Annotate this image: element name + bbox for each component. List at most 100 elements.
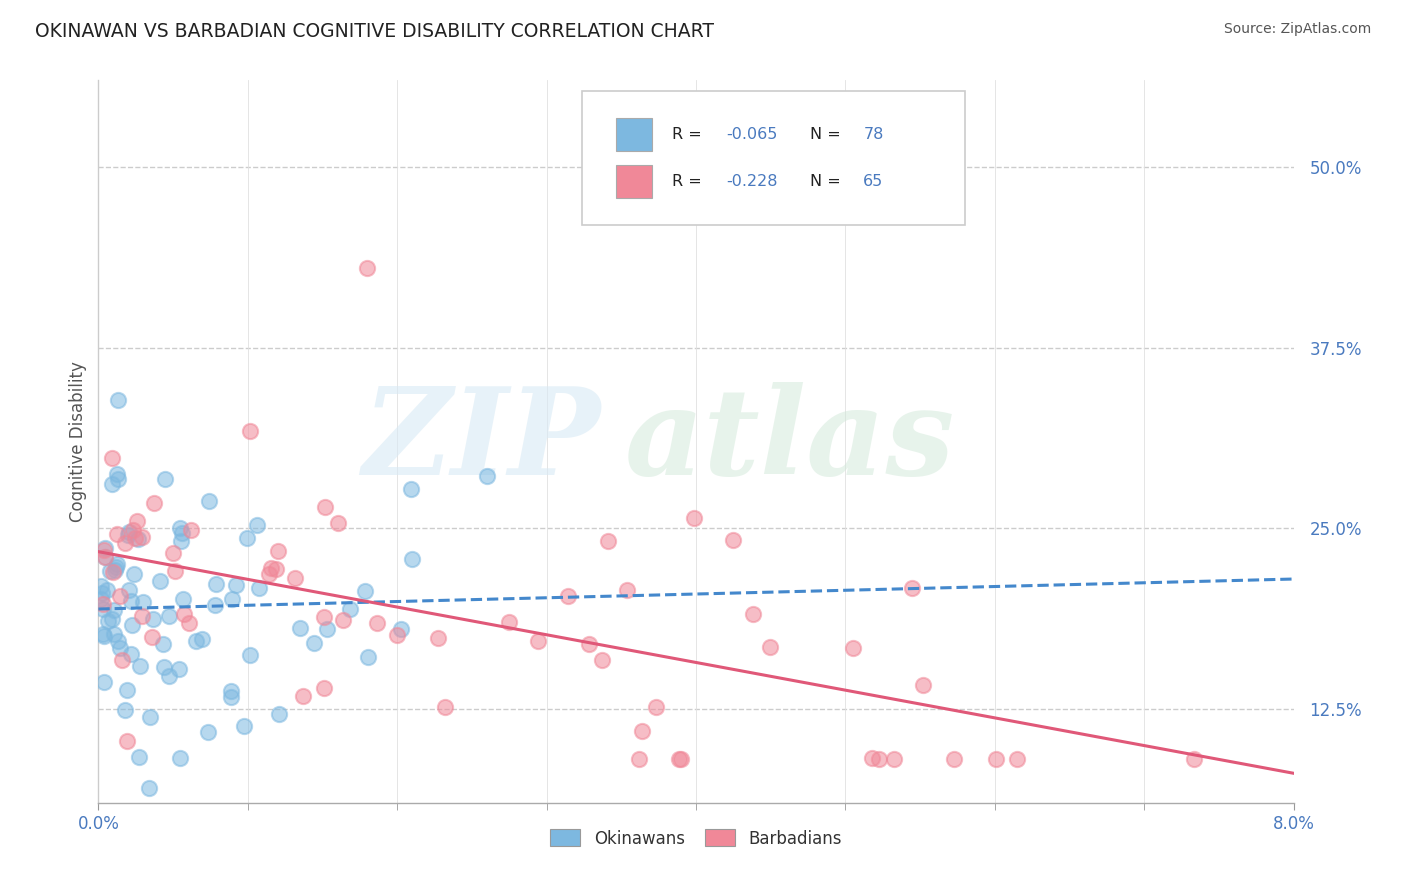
Okinawans [139,710,162,724]
Okinawans [167,662,190,676]
Okinawans [152,637,174,651]
Barbadians [131,530,153,544]
Okinawans [235,531,257,545]
Okinawans [219,690,242,704]
Okinawans [97,614,120,628]
Okinawans [105,560,128,574]
Barbadians [883,752,905,766]
Okinawans [90,592,112,607]
Okinawans [107,634,129,648]
Barbadians [759,640,782,655]
Barbadians [257,567,280,582]
Okinawans [267,707,290,722]
Barbadians [110,590,132,604]
Okinawans [101,612,124,626]
Okinawans [93,629,115,643]
Text: atlas: atlas [624,383,955,500]
Text: 78: 78 [863,127,883,142]
Barbadians [426,631,449,645]
Okinawans [190,632,212,647]
Barbadians [616,582,638,597]
Okinawans [225,578,247,592]
Okinawans [120,647,142,661]
Okinawans [94,549,117,564]
Okinawans [93,675,115,690]
Okinawans [90,586,112,600]
Okinawans [103,603,125,617]
Okinawans [120,594,142,608]
Barbadians [162,546,184,560]
Barbadians [332,614,354,628]
Barbadians [121,523,143,537]
Barbadians [180,524,202,538]
Barbadians [901,582,924,596]
Barbadians [591,653,613,667]
Okinawans [302,636,325,650]
Barbadians [912,678,935,692]
Barbadians [314,500,336,515]
Barbadians [141,630,163,644]
Okinawans [105,467,128,481]
Okinawans [232,719,254,733]
Okinawans [339,602,361,616]
Okinawans [91,602,114,616]
Okinawans [121,618,143,632]
Okinawans [219,684,242,698]
Bar [616,119,652,151]
Bar [616,165,652,198]
Barbadians [328,516,350,530]
Okinawans [153,472,176,486]
Okinawans [90,579,112,593]
Okinawans [129,659,152,673]
Okinawans [169,520,191,534]
Okinawans [290,622,312,636]
Okinawans [94,541,117,555]
Barbadians [644,699,666,714]
Barbadians [260,560,283,574]
Barbadians [628,752,651,766]
Okinawans [114,703,136,717]
Okinawans [197,725,219,739]
Text: -0.228: -0.228 [725,174,778,189]
Barbadians [115,734,138,748]
Barbadians [125,514,148,528]
Barbadians [860,750,883,764]
Barbadians [266,544,288,558]
Barbadians [1182,752,1205,766]
Okinawans [118,525,141,540]
Okinawans [142,612,165,626]
Okinawans [316,622,339,636]
Text: R =: R = [672,174,707,189]
Barbadians [91,597,114,611]
Barbadians [111,653,134,667]
Okinawans [357,650,380,665]
Okinawans [172,525,194,540]
Text: N =: N = [810,127,845,142]
Okinawans [115,683,138,698]
Text: 65: 65 [863,174,883,189]
Barbadians [93,543,115,558]
Okinawans [204,598,226,612]
Barbadians [101,566,124,580]
Barbadians [284,571,307,585]
Barbadians [165,564,187,578]
Barbadians [683,510,706,524]
FancyBboxPatch shape [582,91,965,225]
Okinawans [184,633,207,648]
Okinawans [103,626,125,640]
Barbadians [1005,752,1028,766]
Okinawans [354,584,377,599]
Text: R =: R = [672,127,707,142]
Barbadians [264,562,287,576]
Okinawans [122,567,145,582]
Barbadians [742,607,765,621]
Okinawans [105,557,128,571]
Barbadians [94,549,117,564]
Okinawans [128,750,150,764]
Barbadians [239,424,262,438]
Okinawans [247,581,270,595]
Okinawans [401,552,423,566]
Barbadians [101,450,124,465]
Okinawans [245,518,267,533]
Okinawans [197,494,219,508]
